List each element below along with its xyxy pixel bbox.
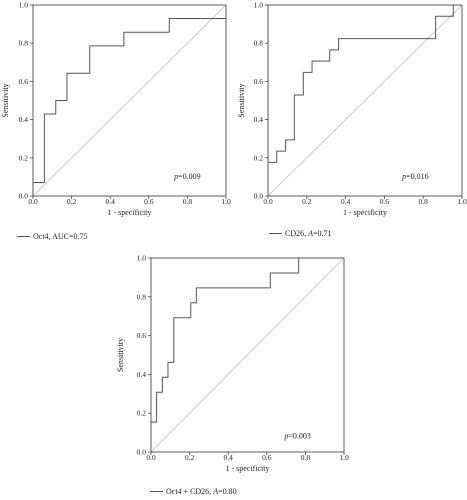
x-tick-label: 0.2 xyxy=(185,453,195,462)
legend-label: CD26, A=0.71 xyxy=(285,229,332,238)
x-tick-label: 0.0 xyxy=(263,197,273,206)
y-tick-label: 0.6 xyxy=(254,77,264,86)
y-tick-label: 0.0 xyxy=(254,192,264,201)
y-tick-label: 0.2 xyxy=(254,153,264,162)
y-axis-label: Sensitivity xyxy=(1,83,10,117)
p-value-annotation: p=0.003 xyxy=(283,431,311,440)
x-tick-label: 0.2 xyxy=(67,197,77,206)
x-tick-label: 0.6 xyxy=(144,197,154,206)
y-tick-label: 0.2 xyxy=(137,409,147,418)
plot-frame-1 xyxy=(32,4,227,197)
x-axis-label: 1 - specificity xyxy=(343,208,387,217)
x-tick-label: 0.4 xyxy=(106,197,116,206)
y-tick-label: 1.0 xyxy=(137,254,147,263)
y-tick-label: 0.6 xyxy=(19,77,29,86)
y-tick-label: 0.6 xyxy=(137,331,147,340)
reference-diagonal-1 xyxy=(32,4,227,197)
plot-frame-3 xyxy=(150,257,345,453)
x-tick-label: 0.6 xyxy=(380,197,390,206)
reference-diagonal-2 xyxy=(267,4,463,197)
legend-label: Oct4, AUC=0.75 xyxy=(33,232,88,241)
y-tick-label: 0.4 xyxy=(19,115,29,124)
x-tick-label: 0.8 xyxy=(301,453,311,462)
x-tick-label: 1.0 xyxy=(339,453,349,462)
roc-curve-3 xyxy=(150,257,344,452)
x-axis-label: 1 - specificity xyxy=(108,208,152,217)
x-tick-label: 0.0 xyxy=(28,197,38,206)
y-tick-label: 0.2 xyxy=(19,153,29,162)
reference-diagonal-3 xyxy=(150,257,345,453)
p-value-annotation: p=0.016 xyxy=(401,172,429,181)
y-axis-label: Sensitivity xyxy=(116,338,125,372)
roc-curve-2 xyxy=(267,4,462,196)
x-tick-label: 0.8 xyxy=(419,197,429,206)
y-tick-label: 0.0 xyxy=(19,192,29,201)
y-tick-label: 0.4 xyxy=(137,370,147,379)
x-tick-label: 0.2 xyxy=(302,197,312,206)
y-tick-label: 1.0 xyxy=(19,1,29,10)
x-tick-label: 1.0 xyxy=(457,197,467,206)
x-tick-label: 0.8 xyxy=(183,197,193,206)
y-tick-label: 1.0 xyxy=(254,1,264,10)
x-tick-label: 0.0 xyxy=(146,453,156,462)
x-tick-label: 0.4 xyxy=(341,197,351,206)
legend-label: Oct4 + CD26, A=0.80 xyxy=(166,487,237,496)
y-tick-label: 0.8 xyxy=(19,39,29,48)
y-tick-label: 0.4 xyxy=(254,115,264,124)
x-tick-label: 0.4 xyxy=(224,453,234,462)
p-value-annotation: p=0.009 xyxy=(173,172,201,181)
roc-curve-1 xyxy=(32,5,227,196)
y-axis-label: Sensitivity xyxy=(237,83,246,117)
y-tick-label: 0.0 xyxy=(137,448,147,457)
x-tick-label: 1.0 xyxy=(221,197,231,206)
y-tick-label: 0.8 xyxy=(137,292,147,301)
x-tick-label: 0.6 xyxy=(262,453,272,462)
y-tick-label: 0.8 xyxy=(254,39,264,48)
x-axis-label: 1 - specificity xyxy=(226,464,270,473)
plot-frame-2 xyxy=(267,4,463,197)
